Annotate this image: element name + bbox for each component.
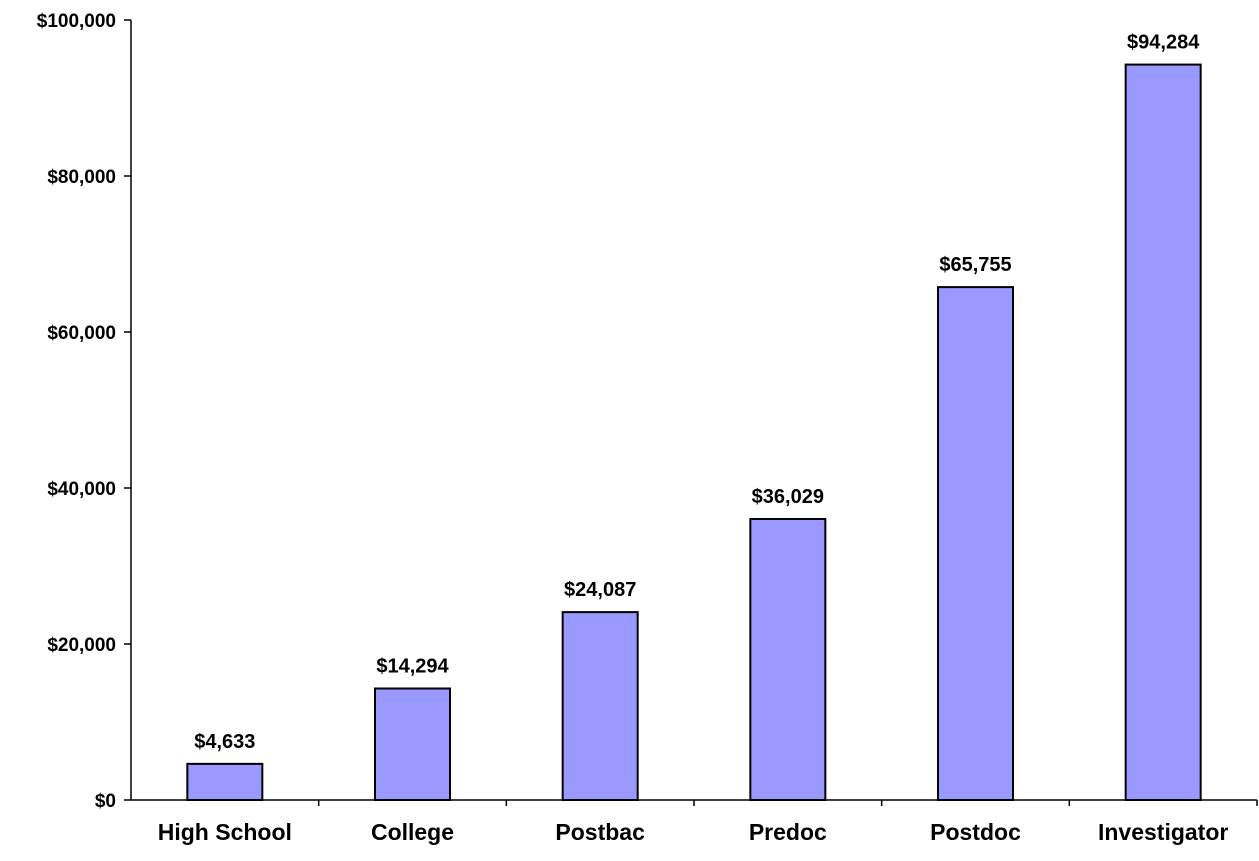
bar-value-label: $36,029 [752, 486, 824, 508]
x-tick-label: Postbac [555, 819, 645, 845]
bar [1124, 63, 1202, 802]
bar [749, 517, 827, 802]
bar [186, 762, 264, 802]
bar-value-label: $14,294 [376, 656, 449, 678]
y-tick-label: $20,000 [47, 635, 116, 656]
y-axis: $0 $20,000 $40,000 $60,000 $80,000 $100,000 [37, 11, 132, 812]
bar-value-label: $94,284 [1127, 32, 1200, 54]
y-tick-label: $0 [95, 791, 116, 812]
bar [561, 611, 639, 801]
x-tick-label: Investigator [1098, 819, 1228, 845]
data-labels: $4,633 $14,294 $24,087 $36,029 $65,755 $94,28… [194, 32, 1200, 753]
y-tick-label: $80,000 [47, 167, 116, 188]
bar [374, 687, 451, 801]
bar-value-label: $24,087 [564, 579, 636, 601]
x-axis: High School College Postbac Predoc Postdoc In… [131, 799, 1258, 845]
y-tick-label: $40,000 [47, 479, 116, 500]
x-tick-label: College [371, 819, 454, 845]
bar-value-label: $65,755 [939, 254, 1011, 276]
x-tick-label: High School [158, 819, 292, 845]
y-tick-label: $100,000 [37, 11, 116, 32]
bar [937, 286, 1014, 801]
x-tick-label: Predoc [749, 819, 827, 845]
x-tick-label: Postdoc [930, 819, 1021, 845]
bar-value-label: $4,633 [194, 731, 255, 753]
bars [186, 63, 1202, 802]
y-tick-label: $60,000 [47, 323, 116, 344]
